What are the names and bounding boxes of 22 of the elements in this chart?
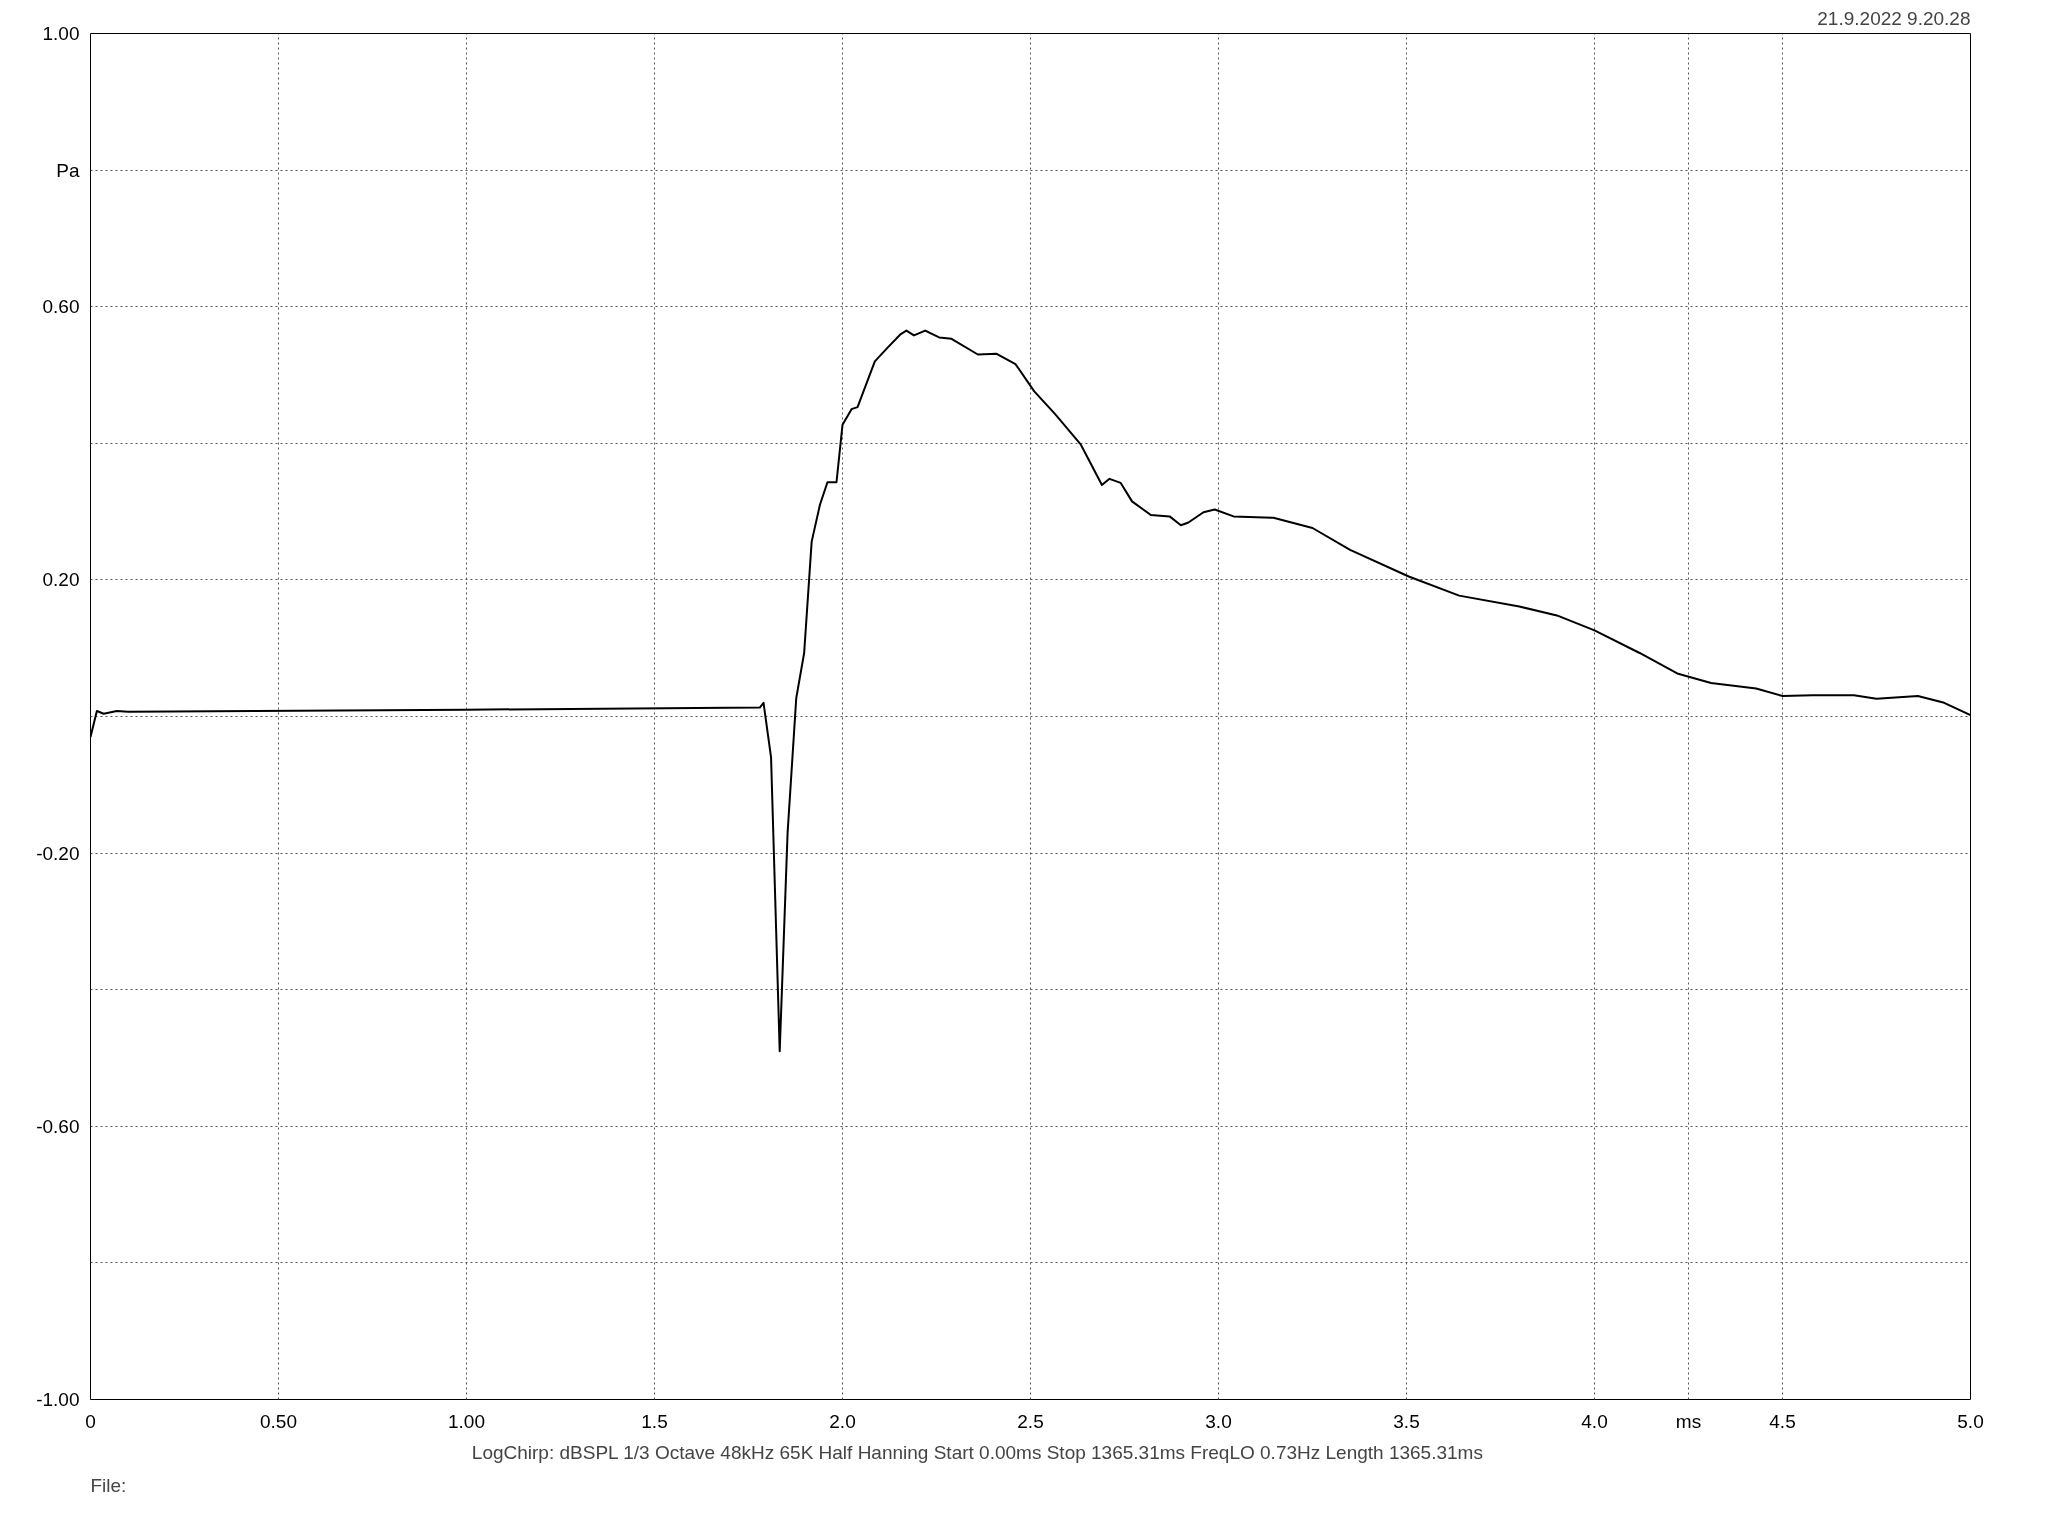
x-tick-label: 0 bbox=[85, 1410, 96, 1432]
x-tick-label: 2.0 bbox=[829, 1410, 856, 1432]
x-tick-label: 2.5 bbox=[1017, 1410, 1044, 1432]
y-tick-label: -1.00 bbox=[36, 1389, 80, 1410]
x-tick-label: ms bbox=[1675, 1410, 1702, 1432]
x-tick-label: 0.50 bbox=[260, 1410, 297, 1432]
x-tick-label: 4.0 bbox=[1581, 1410, 1608, 1432]
y-tick-label: 0.20 bbox=[42, 569, 80, 591]
y-tick-label: -0.60 bbox=[36, 1115, 80, 1137]
text: File: bbox=[90, 1474, 127, 1496]
y-tick-label: Pa bbox=[56, 159, 80, 181]
y-tick-label: -0.20 bbox=[36, 842, 80, 864]
text: 21.9.2022 9.20.28 bbox=[1817, 7, 1971, 29]
y-tick-label: 1.00 bbox=[42, 23, 80, 44]
x-tick-label: 1.00 bbox=[448, 1410, 485, 1432]
x-tick-label: 3.5 bbox=[1393, 1410, 1420, 1432]
x-tick-label: 4.5 bbox=[1769, 1410, 1796, 1432]
x-tick-label: 3.0 bbox=[1205, 1410, 1232, 1432]
x-tick-label: 1.5 bbox=[641, 1410, 668, 1432]
x-tick-label: 5.0 bbox=[1957, 1410, 1984, 1432]
y-tick-label: 0.60 bbox=[42, 296, 80, 318]
text: LogChirp: dBSPL 1/3 Octave 48kHz 65K Half Hanning Start 0.00ms Stop 1365.31ms FreqLO 0.73Hz Length 1365.31ms bbox=[471, 1441, 1483, 1463]
